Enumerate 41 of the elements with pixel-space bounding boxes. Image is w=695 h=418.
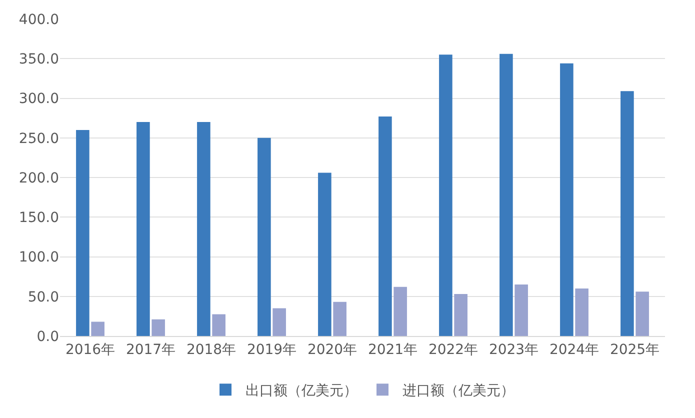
bar [439, 54, 452, 336]
x-tick-label: 2017年 [126, 342, 176, 358]
bar [333, 302, 346, 336]
bar [136, 122, 150, 336]
bar [212, 314, 226, 336]
x-tick-label: 2023年 [488, 342, 539, 358]
bar [620, 91, 634, 336]
bar [500, 54, 513, 336]
bar [378, 116, 392, 336]
y-tick-label: 300.0 [18, 91, 59, 108]
y-tick-label: 200.0 [18, 170, 59, 186]
bar [76, 130, 90, 336]
bar [560, 63, 574, 336]
y-tick-label: 250.0 [18, 130, 59, 147]
x-tick-label: 2025年 [610, 342, 660, 358]
x-tick-label: 2019年 [246, 342, 297, 358]
bar [575, 288, 588, 336]
x-tick-label: 2018年 [186, 342, 236, 358]
y-tick-label: 350.0 [18, 52, 59, 68]
bar [258, 138, 271, 336]
legend-label: 出口额（亿美元） [246, 383, 358, 400]
y-tick-label: 50.0 [28, 289, 59, 306]
bar [394, 286, 407, 336]
x-tick-label: 2020年 [307, 342, 358, 358]
y-tick-label: 0.0 [36, 328, 59, 345]
x-tick-label: 2022年 [428, 342, 478, 358]
y-tick-label: 150.0 [18, 210, 59, 226]
y-tick-label: 100.0 [18, 250, 59, 266]
bar [197, 122, 210, 336]
bar [272, 308, 286, 336]
bar [514, 284, 528, 336]
x-tick-label: 2021年 [368, 342, 418, 358]
y-tick-label: 400.0 [18, 12, 59, 28]
bar [454, 294, 468, 336]
bar [152, 319, 165, 336]
x-tick-label: 2016年 [65, 342, 116, 358]
bar [318, 172, 332, 336]
legend-label: 进口额（亿美元） [402, 383, 514, 400]
x-tick-label: 2024年 [549, 342, 600, 358]
bar [91, 322, 104, 336]
bar [636, 292, 649, 336]
